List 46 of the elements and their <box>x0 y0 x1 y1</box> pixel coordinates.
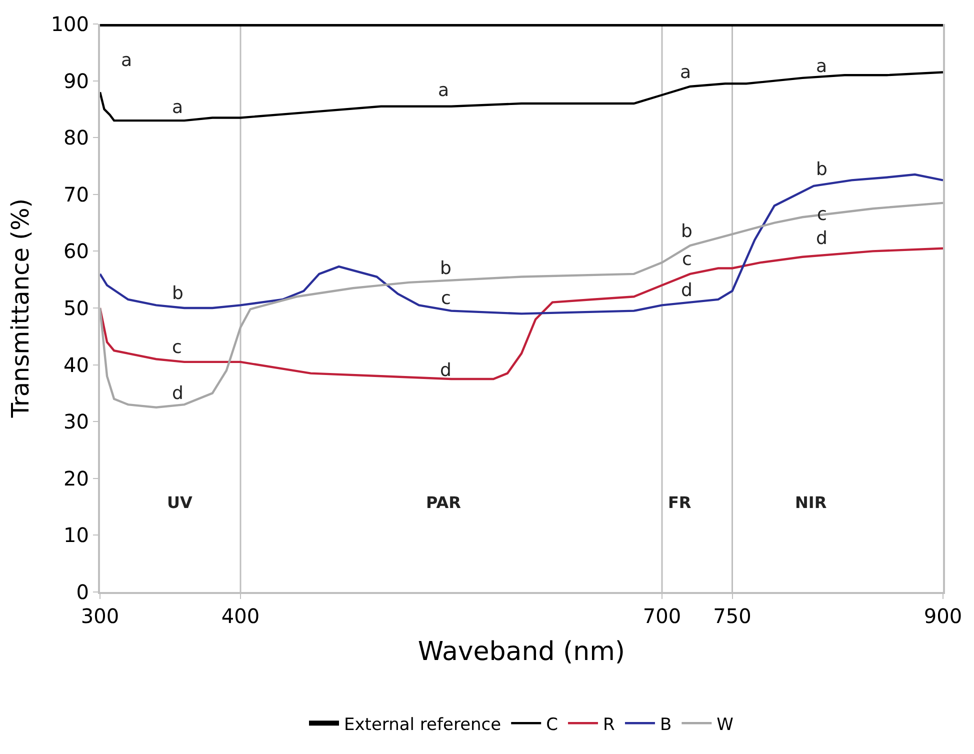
y-tick-label: 30 <box>64 410 89 434</box>
y-tick-label: 0 <box>76 580 89 604</box>
y-tick-label: 90 <box>64 68 89 93</box>
legend-label: B <box>660 714 672 735</box>
legend-label: W <box>716 714 734 735</box>
y-axis-title: Transmittance (%) <box>6 198 34 419</box>
y-tick-label: 10 <box>64 523 89 548</box>
annotation: b <box>681 221 692 242</box>
annotation: d <box>681 280 692 301</box>
annotation: a <box>816 56 828 77</box>
annotation: d <box>172 383 184 404</box>
line-series <box>100 247 943 380</box>
annotation: d <box>816 228 828 249</box>
y-tick-label: 60 <box>64 239 89 264</box>
x-tick-label: 700 <box>642 604 682 628</box>
annotation: PAR <box>426 493 461 512</box>
annotation: d <box>440 360 452 381</box>
legend-label: C <box>546 714 558 735</box>
x-tick-label: 750 <box>713 604 752 628</box>
x-tick-label: 900 <box>924 604 962 628</box>
annotation: c <box>172 337 182 358</box>
y-tick-label: 40 <box>64 352 89 377</box>
x-tick-label: 300 <box>80 604 120 628</box>
y-tick-label: 100 <box>50 12 89 36</box>
annotation: NIR <box>795 493 827 512</box>
annotation: c <box>817 204 827 225</box>
x-tick-label: 400 <box>221 604 260 628</box>
annotation: UV <box>167 493 193 512</box>
legend-label: External reference <box>344 714 502 735</box>
annotation: b <box>816 159 828 180</box>
y-tick-label: 50 <box>64 296 89 320</box>
annotation: a <box>121 50 132 71</box>
annotation: FR <box>668 493 692 512</box>
annotation: b <box>172 283 184 304</box>
annotation: c <box>441 288 451 309</box>
annotation: b <box>440 258 452 279</box>
legend-label: R <box>602 714 615 735</box>
annotation: a <box>438 80 450 101</box>
line-series <box>100 202 943 408</box>
annotation: a <box>680 62 692 83</box>
y-tick-label: 70 <box>64 182 89 206</box>
x-axis-title: Waveband (nm) <box>418 637 626 668</box>
y-tick-label: 80 <box>64 126 89 150</box>
annotation: a <box>172 97 184 118</box>
y-tick-label: 20 <box>64 466 89 490</box>
annotation: c <box>682 249 692 270</box>
